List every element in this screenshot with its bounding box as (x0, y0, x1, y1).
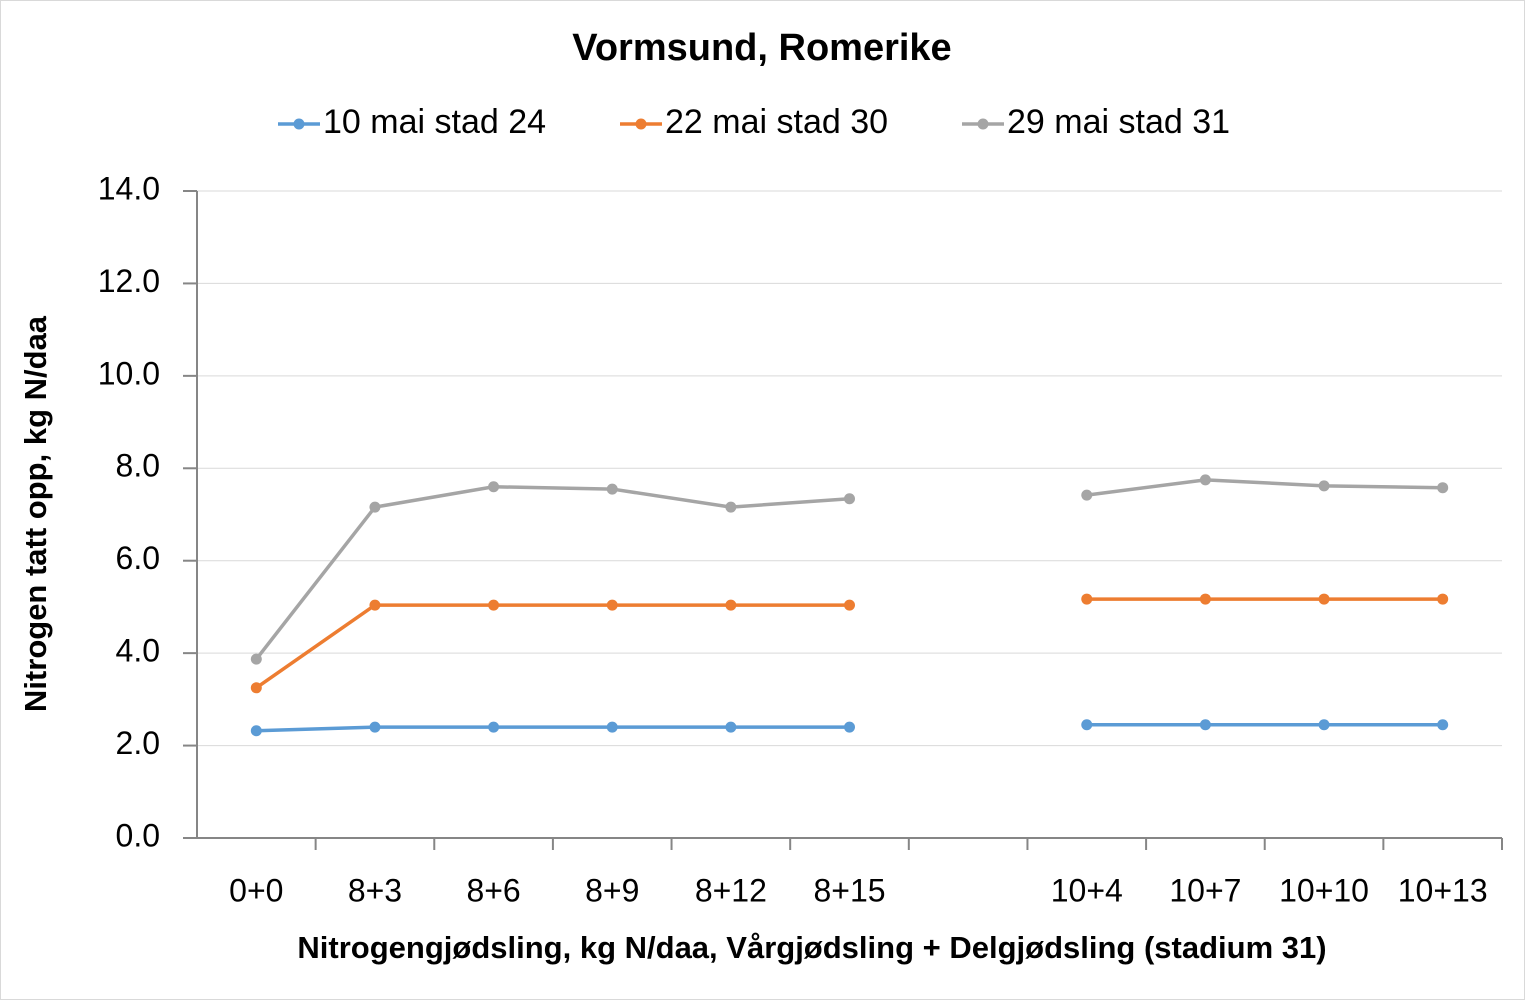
y-axis-title: Nitrogen tatt opp, kg N/daa (18, 315, 53, 712)
y-tick-label: 14.0 (98, 170, 160, 206)
data-point (606, 599, 618, 611)
x-tick-label: 8+3 (348, 872, 402, 908)
data-point (1199, 593, 1211, 605)
data-point (1081, 489, 1093, 501)
data-point (1081, 593, 1093, 605)
data-point (250, 682, 262, 694)
data-point (369, 721, 381, 733)
data-point (1081, 719, 1093, 731)
data-point (1318, 480, 1330, 492)
data-point (1318, 719, 1330, 731)
data-point (1437, 482, 1449, 494)
data-point (1437, 719, 1449, 731)
data-point (488, 721, 500, 733)
y-tick-label: 0.0 (116, 817, 160, 853)
data-point (606, 483, 618, 495)
legend-label: 10 mai stad 24 (323, 103, 546, 141)
data-point (725, 721, 737, 733)
data-point (250, 653, 262, 665)
data-point (369, 599, 381, 611)
y-tick-label: 8.0 (116, 448, 160, 484)
x-tick-label: 10+10 (1279, 872, 1369, 908)
data-point (725, 599, 737, 611)
y-tick-label: 10.0 (98, 355, 160, 391)
data-point (844, 599, 855, 611)
y-tick-label: 2.0 (116, 725, 160, 761)
x-tick-label: 10+4 (1051, 872, 1123, 908)
legend-marker (977, 118, 989, 130)
data-point (1199, 719, 1211, 731)
legend-marker (635, 118, 647, 130)
x-tick-label: 8+9 (585, 872, 639, 908)
x-tick-label: 10+13 (1398, 872, 1488, 908)
x-tick-label: 0+0 (229, 872, 283, 908)
data-point (844, 721, 855, 733)
data-point (606, 721, 618, 733)
legend-marker (293, 118, 305, 130)
data-point (1318, 593, 1330, 605)
x-axis-title: Nitrogengjødsling, kg N/daa, Vårgjødslin… (297, 930, 1326, 965)
data-point (1437, 593, 1449, 605)
x-tick-label: 8+15 (813, 872, 885, 908)
legend-label: 29 mai stad 31 (1007, 103, 1230, 141)
data-point (725, 501, 737, 513)
y-tick-label: 6.0 (116, 540, 160, 576)
chart-title: Vormsund, Romerike (572, 27, 951, 69)
data-point (369, 501, 381, 513)
x-tick-label: 8+6 (466, 872, 520, 908)
data-point (844, 493, 855, 505)
x-tick-label: 10+7 (1169, 872, 1241, 908)
y-tick-label: 12.0 (98, 263, 160, 299)
series-line (256, 723, 1443, 733)
data-point (250, 725, 262, 737)
x-tick-label: 8+12 (695, 872, 767, 908)
data-point (1199, 474, 1211, 486)
series-line (254, 478, 1443, 661)
data-point (488, 481, 500, 493)
y-tick-label: 4.0 (116, 633, 160, 669)
legend-label: 22 mai stad 30 (665, 103, 888, 141)
series-line (255, 597, 1443, 690)
data-point (488, 599, 500, 611)
